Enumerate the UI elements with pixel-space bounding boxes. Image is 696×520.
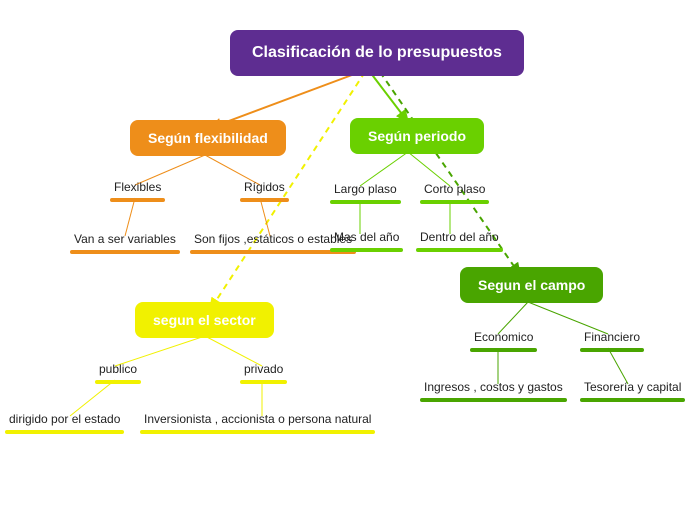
leaf-label: Ingresos , costos y gastos (420, 380, 567, 396)
leaf-rigidos: Rígidos (240, 180, 289, 202)
root-node: Clasificación de lo presupuestos (230, 30, 524, 76)
branch-periodo: Según periodo (350, 118, 484, 154)
leaf-label: Dentro del año (416, 230, 503, 246)
branch-label: Según flexibilidad (148, 130, 268, 146)
leaf-flex_var: Van a ser variables (70, 232, 180, 254)
leaf-label: Corto plaso (420, 182, 489, 198)
leaf-underline (420, 398, 567, 402)
leaf-fin: Financiero (580, 330, 644, 352)
leaf-label: dirigido por el estado (5, 412, 124, 428)
leaf-privado: privado (240, 362, 287, 384)
branch-label: Según periodo (368, 128, 466, 144)
leaf-underline (70, 250, 180, 254)
leaf-label: Flexibles (110, 180, 165, 196)
leaf-label: Largo plaso (330, 182, 401, 198)
leaf-label: privado (240, 362, 287, 378)
leaf-label: Economico (470, 330, 537, 346)
branch-sector: segun el sector (135, 302, 274, 338)
leaf-econ_desc: Ingresos , costos y gastos (420, 380, 567, 402)
leaf-underline (110, 198, 165, 202)
leaf-underline (416, 248, 503, 252)
leaf-largo: Largo plaso (330, 182, 401, 204)
leaf-flexibles: Flexibles (110, 180, 165, 202)
leaf-label: Inversionista , accionista o persona nat… (140, 412, 375, 428)
leaf-underline (470, 348, 537, 352)
leaf-econ: Economico (470, 330, 537, 352)
connector-layer (0, 0, 696, 520)
root-label: Clasificación de lo presupuestos (252, 44, 502, 61)
leaf-underline (580, 348, 644, 352)
leaf-underline (330, 248, 403, 252)
branch-campo: Segun el campo (460, 267, 603, 303)
leaf-priv_desc: Inversionista , accionista o persona nat… (140, 412, 375, 434)
leaf-underline (330, 200, 401, 204)
leaf-label: Rígidos (240, 180, 289, 196)
branch-label: Segun el campo (478, 277, 585, 293)
leaf-pub_desc: dirigido por el estado (5, 412, 124, 434)
leaf-underline (95, 380, 141, 384)
leaf-underline (5, 430, 124, 434)
leaf-dentro: Dentro del año (416, 230, 503, 252)
leaf-label: Van a ser variables (70, 232, 180, 248)
leaf-label: publico (95, 362, 141, 378)
leaf-fin_desc: Tesorería y capital (580, 380, 685, 402)
leaf-label: Financiero (580, 330, 644, 346)
leaf-underline (420, 200, 489, 204)
branch-flexibilidad: Según flexibilidad (130, 120, 286, 156)
branch-label: segun el sector (153, 312, 256, 328)
leaf-label: Mas del año (330, 230, 403, 246)
leaf-label: Tesorería y capital (580, 380, 685, 396)
leaf-masdel: Mas del año (330, 230, 403, 252)
leaf-underline (580, 398, 685, 402)
leaf-underline (140, 430, 375, 434)
leaf-corto: Corto plaso (420, 182, 489, 204)
leaf-underline (240, 198, 289, 202)
leaf-publico: publico (95, 362, 141, 384)
leaf-underline (240, 380, 287, 384)
